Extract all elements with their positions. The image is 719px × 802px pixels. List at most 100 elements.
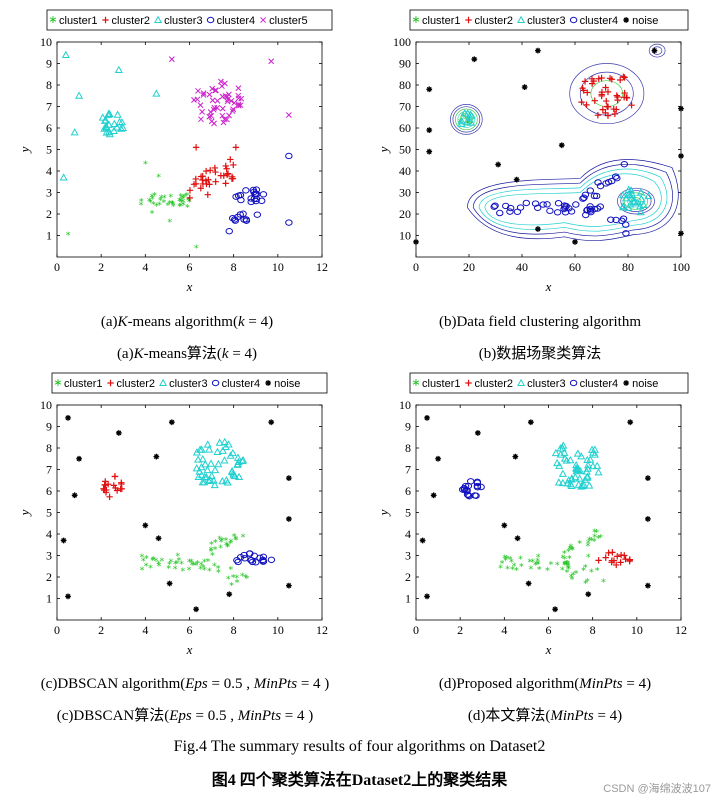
- data-point: ∗: [186, 564, 192, 574]
- y-tick-label: 5: [46, 506, 52, 520]
- data-point: [231, 99, 238, 106]
- data-point: ∗: [211, 560, 217, 570]
- data-point: [202, 167, 210, 175]
- data-point: [572, 464, 582, 473]
- legend-label-noise: noise: [632, 378, 658, 390]
- data-point: [644, 516, 651, 522]
- data-point: [209, 85, 216, 92]
- plot-area-b: [415, 41, 682, 258]
- data-point: [558, 444, 567, 452]
- y-tick-label: 6: [405, 484, 411, 498]
- y-tick-label: 5: [405, 506, 411, 520]
- data-point: ∗: [176, 554, 182, 564]
- x-tick-label: 20: [463, 260, 475, 274]
- x-tick-label: 8: [231, 260, 237, 274]
- data-point: [197, 462, 206, 471]
- data-point: [572, 201, 580, 208]
- data-point: [516, 204, 525, 211]
- data-point: [168, 56, 175, 63]
- data-point: [552, 606, 559, 613]
- data-point: [614, 553, 621, 560]
- data-point: ∗: [585, 540, 591, 550]
- data-point: [611, 173, 620, 180]
- data-point: [110, 482, 118, 489]
- data-point: ∗: [536, 563, 542, 573]
- legend-marker-cluster1: ∗: [411, 377, 420, 389]
- data-point: ∗: [182, 190, 188, 200]
- data-point: [222, 162, 229, 170]
- data-point: [227, 156, 234, 163]
- data-point: [623, 94, 631, 102]
- data-point: [208, 112, 215, 119]
- legend-marker-cluster3: [159, 378, 168, 387]
- data-point: [572, 239, 578, 245]
- x-tick-label: 4: [142, 623, 148, 637]
- data-point: ∗: [139, 550, 145, 560]
- data-point: [607, 216, 615, 223]
- data-point: ∗: [170, 198, 176, 208]
- data-point: ∗: [565, 559, 571, 569]
- legend-label-cluster1: cluster1: [422, 378, 461, 390]
- data-point: [458, 486, 467, 493]
- data-point: [114, 65, 123, 74]
- data-point: [602, 84, 609, 91]
- legend-marker-cluster2: [465, 379, 472, 387]
- data-point: [620, 73, 627, 80]
- data-point: ∗: [502, 552, 508, 562]
- data-point: [584, 461, 593, 469]
- data-point: [204, 476, 213, 485]
- data-point: ∗: [149, 192, 155, 202]
- contour-lines: [450, 43, 679, 242]
- legend-label-cluster2: cluster2: [475, 378, 514, 390]
- caption-d-en: (d)Proposed algorithm(MinPts = 4): [438, 676, 652, 692]
- series-cluster4: [490, 160, 630, 237]
- data-point: [457, 116, 466, 125]
- data-point: [579, 84, 586, 92]
- data-point: ∗: [65, 228, 71, 238]
- data-point: [678, 153, 684, 159]
- data-point: [206, 91, 213, 98]
- contour: [454, 108, 478, 131]
- data-point: ∗: [206, 565, 212, 575]
- data-point: [558, 478, 567, 487]
- data-point: [219, 112, 226, 119]
- data-point: ∗: [155, 558, 161, 568]
- x-tick-label: 2: [98, 623, 104, 637]
- data-point: [575, 474, 584, 482]
- data-point: ∗: [198, 559, 204, 569]
- data-point: [200, 92, 207, 98]
- legend-label-cluster3: cluster3: [527, 378, 566, 390]
- data-point: ∗: [228, 535, 234, 545]
- legend-marker-cluster1: ∗: [53, 377, 62, 389]
- data-point: ∗: [156, 170, 162, 180]
- series-cluster3: [457, 109, 653, 216]
- data-point: [102, 128, 111, 136]
- data-point: [230, 471, 239, 480]
- data-point: [230, 161, 237, 169]
- data-point: [495, 161, 502, 168]
- x-tick-label: 80: [622, 260, 634, 274]
- data-point: [186, 194, 194, 202]
- data-point: ∗: [585, 551, 591, 561]
- data-point: [192, 464, 201, 472]
- data-point: ∗: [212, 536, 218, 546]
- data-point: ∗: [497, 562, 503, 572]
- data-point: [585, 591, 592, 598]
- data-point: [626, 556, 634, 563]
- x-tick-label: 6: [187, 623, 193, 637]
- data-point: [587, 445, 597, 453]
- legend-label-cluster4: cluster4: [580, 378, 619, 390]
- data-point: [491, 202, 499, 209]
- x-tick-label: 4: [501, 623, 507, 637]
- x-tick-label: 6: [546, 623, 552, 637]
- data-point: [525, 580, 532, 587]
- data-point: [222, 180, 229, 187]
- data-point: [618, 202, 628, 211]
- series-noise: [413, 47, 684, 245]
- y-tick-label: 3: [46, 186, 52, 200]
- series-cluster4: [458, 478, 485, 500]
- data-point: ∗: [499, 557, 505, 567]
- data-point: [594, 111, 602, 119]
- data-point: ∗: [208, 544, 214, 554]
- data-point: [590, 192, 599, 200]
